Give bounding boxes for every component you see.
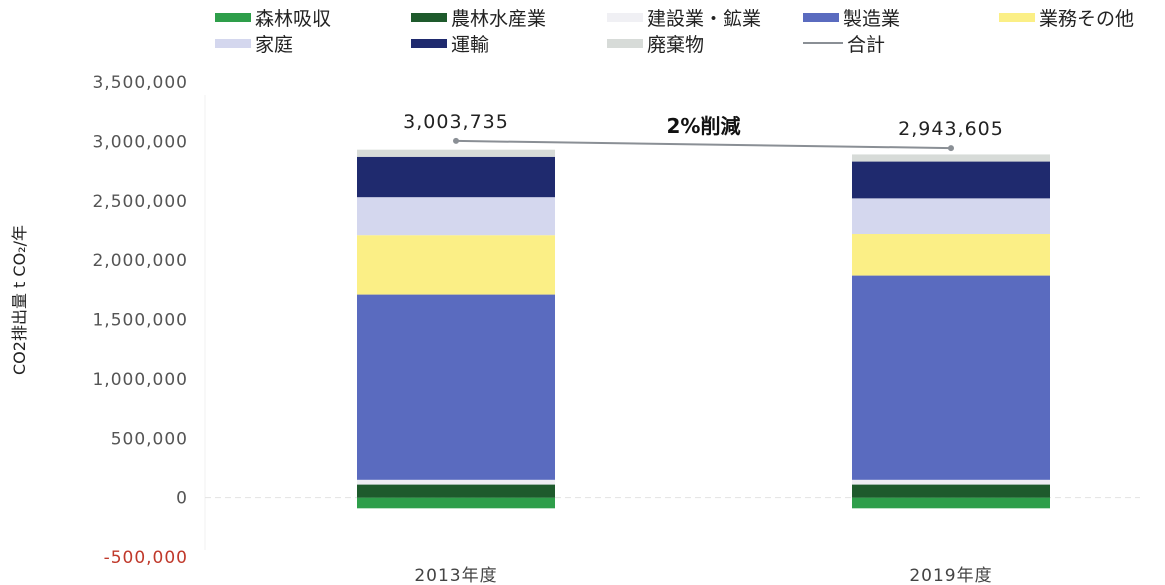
legend-line-swatch <box>803 42 843 44</box>
legend-swatch <box>607 12 643 22</box>
legend-item: 建設業・鉱業 <box>607 6 803 30</box>
bar-segment <box>852 161 1050 199</box>
bar-segment <box>852 234 1050 276</box>
bar-segment <box>852 484 1050 498</box>
legend-item: 合計 <box>803 32 999 56</box>
legend-label: 製造業 <box>843 7 901 30</box>
legend-label: 森林吸収 <box>255 7 332 30</box>
y-tick-label: 1,000,000 <box>92 370 188 390</box>
legend-item: 業務その他 <box>999 6 1165 30</box>
legend-label: 家庭 <box>255 33 294 56</box>
bar-segment <box>852 154 1050 162</box>
legend-swatch <box>215 12 251 22</box>
legend-label: 建設業・鉱業 <box>647 7 762 30</box>
x-tick-label: 2019年度 <box>909 566 992 585</box>
bar-segment <box>357 197 555 236</box>
total-point <box>453 137 459 144</box>
legend-swatch <box>411 12 447 22</box>
y-tick-label: 1,500,000 <box>92 311 188 331</box>
bar-segment <box>852 479 1050 485</box>
legend-label: 合計 <box>847 33 886 56</box>
bar-segment <box>357 156 555 198</box>
legend-label: 運輸 <box>451 33 490 56</box>
y-tick-label: 2,500,000 <box>92 192 188 212</box>
bar-segment <box>357 235 555 295</box>
legend-item: 廃棄物 <box>607 32 803 56</box>
bar-segment <box>357 497 555 509</box>
total-data-label: 3,003,735 <box>403 111 509 133</box>
legend-swatch <box>607 38 643 48</box>
legend-item: 製造業 <box>803 6 999 30</box>
bar-segment <box>357 484 555 498</box>
y-tick-label: -500,000 <box>104 548 188 568</box>
legend: 森林吸収 農林水産業 建設業・鉱業 製造業 業務その他家庭 運輸 廃棄物 合計 <box>215 6 1165 56</box>
bar-segment <box>357 294 555 480</box>
reduction-annotation: 2%削減 <box>667 114 741 138</box>
total-data-label: 2,943,605 <box>898 118 1004 140</box>
y-tick-label: 0 <box>176 489 188 509</box>
legend-label: 廃棄物 <box>647 33 705 56</box>
bar-segment <box>852 198 1050 234</box>
bar-segment <box>357 149 555 157</box>
legend-swatch <box>999 12 1035 22</box>
legend-label: 農林水産業 <box>451 7 547 30</box>
legend-swatch <box>803 12 839 22</box>
bar-segment <box>357 479 555 485</box>
y-tick-label: 500,000 <box>111 429 188 449</box>
y-tick-label: 3,500,000 <box>92 73 188 93</box>
total-line <box>455 139 952 150</box>
x-tick-label: 2013年度 <box>414 566 497 585</box>
bar-segment <box>852 497 1050 509</box>
legend-label: 業務その他 <box>1039 7 1135 30</box>
y-tick-label: 2,000,000 <box>92 251 188 271</box>
legend-item: 家庭 <box>215 32 411 56</box>
y-tick-label: 3,000,000 <box>92 132 188 152</box>
legend-swatch <box>215 38 251 48</box>
legend-item: 森林吸収 <box>215 6 411 30</box>
bar-segment <box>852 275 1050 480</box>
total-point <box>948 145 954 152</box>
legend-swatch <box>411 38 447 48</box>
legend-item: 運輸 <box>411 32 607 56</box>
legend-item: 農林水産業 <box>411 6 607 30</box>
